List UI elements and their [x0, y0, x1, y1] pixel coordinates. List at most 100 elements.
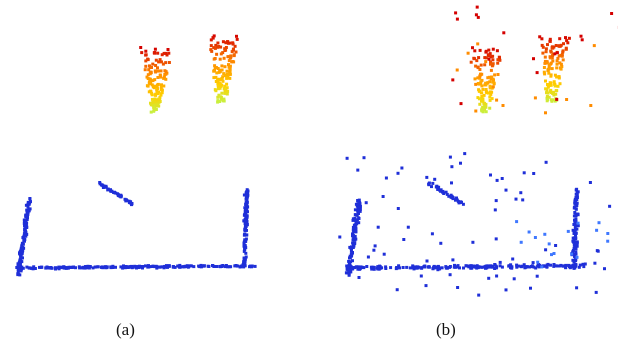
noise-point — [610, 12, 614, 15]
cold-point — [522, 263, 526, 267]
hot-point — [156, 66, 159, 70]
cold-point — [147, 264, 150, 268]
noise-point — [493, 208, 497, 212]
noise-point — [544, 160, 548, 164]
hot-point — [146, 84, 150, 88]
cold-point — [244, 237, 248, 241]
noise-point — [364, 201, 368, 205]
noise-point — [384, 176, 388, 180]
cold-point — [176, 264, 180, 268]
hot-point — [478, 76, 482, 80]
hot-point — [223, 74, 227, 77]
cold-point — [353, 224, 357, 228]
cold-point — [574, 217, 578, 221]
noise-point — [566, 229, 570, 233]
noise-point — [606, 232, 610, 235]
hot-point — [483, 83, 487, 87]
hot-point — [164, 61, 168, 65]
cold-point — [500, 265, 504, 269]
cold-point — [26, 205, 30, 209]
hot-point — [146, 58, 150, 62]
hot-point — [542, 70, 546, 74]
hot-point — [543, 72, 547, 76]
cold-point — [62, 266, 66, 270]
noise-point — [476, 15, 480, 19]
cold-point — [21, 236, 25, 240]
cold-point — [389, 266, 393, 270]
hot-point — [559, 67, 563, 71]
cold-point — [430, 185, 433, 189]
hot-point — [556, 84, 560, 88]
hot-point — [153, 97, 157, 101]
cold-point — [384, 267, 388, 270]
cold-point — [26, 216, 29, 220]
cold-point — [420, 266, 424, 270]
noise-point — [521, 198, 525, 202]
hot-point — [491, 58, 495, 62]
hot-point — [166, 48, 170, 51]
noise-point — [504, 188, 508, 192]
hot-point — [225, 92, 229, 96]
cold-point — [28, 197, 32, 200]
hot-point — [549, 81, 553, 85]
cold-point — [464, 264, 468, 268]
noise-point — [533, 96, 537, 100]
hot-point — [157, 60, 161, 64]
cold-point — [351, 238, 355, 242]
cold-point — [372, 266, 376, 269]
noise-point — [592, 44, 596, 48]
cold-point — [574, 198, 578, 202]
hot-point — [549, 61, 553, 65]
noise-point — [487, 276, 491, 280]
hot-point — [209, 38, 213, 42]
hot-point — [551, 54, 555, 57]
cold-point — [122, 264, 125, 268]
hot-point — [564, 46, 568, 50]
hot-point — [156, 76, 160, 79]
hot-point — [547, 71, 551, 75]
cold-point — [20, 260, 24, 264]
hot-point — [213, 57, 217, 60]
noise-point — [475, 5, 479, 9]
cold-point — [355, 213, 359, 217]
noise-point — [450, 181, 453, 185]
cold-point — [160, 265, 164, 269]
hot-point — [480, 95, 484, 98]
cold-point — [571, 263, 575, 267]
hot-point — [488, 95, 492, 99]
hot-point — [217, 45, 221, 48]
hot-point — [479, 80, 483, 84]
hot-point — [556, 56, 560, 60]
hot-point — [483, 56, 487, 60]
hot-point — [231, 60, 235, 63]
hot-point — [476, 96, 480, 100]
noise-point — [402, 238, 406, 241]
cold-point — [38, 265, 41, 269]
hot-point — [235, 34, 238, 38]
hot-point — [540, 43, 544, 47]
hot-point — [222, 72, 226, 76]
noise-point — [366, 255, 370, 259]
hot-point — [155, 98, 159, 102]
hot-point — [492, 82, 496, 86]
cold-point — [243, 226, 247, 230]
cold-point — [572, 232, 576, 235]
noise-point — [576, 221, 580, 225]
hot-point — [156, 51, 160, 55]
hot-point — [219, 45, 223, 49]
hot-point — [225, 40, 229, 44]
cold-point — [24, 233, 28, 237]
hot-point — [543, 59, 547, 63]
cold-point — [223, 265, 227, 269]
noise-point — [454, 11, 458, 15]
cold-point — [355, 203, 359, 207]
hot-point — [164, 51, 168, 55]
hot-point — [149, 101, 152, 105]
hot-point — [144, 49, 148, 53]
hot-point — [213, 66, 217, 70]
hot-point — [227, 63, 230, 67]
cold-point — [17, 264, 20, 268]
cold-point — [243, 259, 247, 263]
hot-point — [560, 65, 564, 68]
